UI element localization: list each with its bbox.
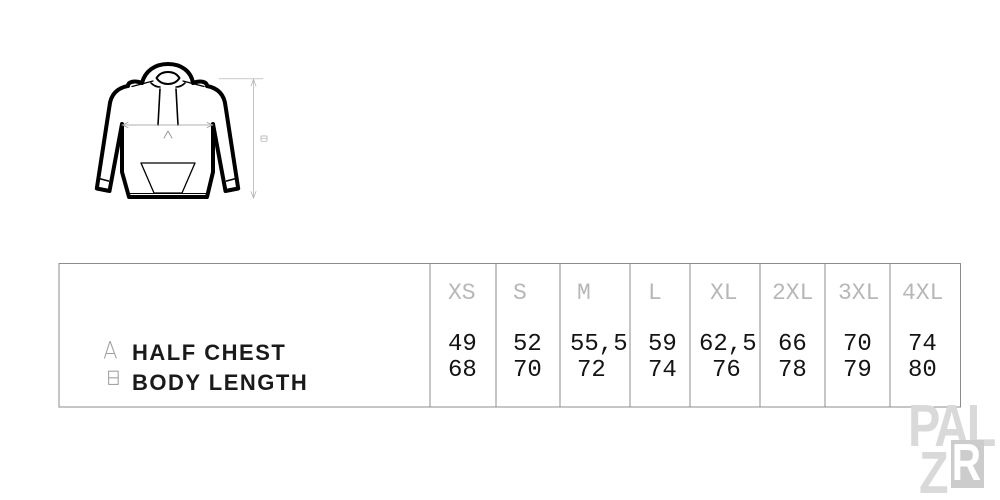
svg-text:R: R (952, 440, 981, 488)
